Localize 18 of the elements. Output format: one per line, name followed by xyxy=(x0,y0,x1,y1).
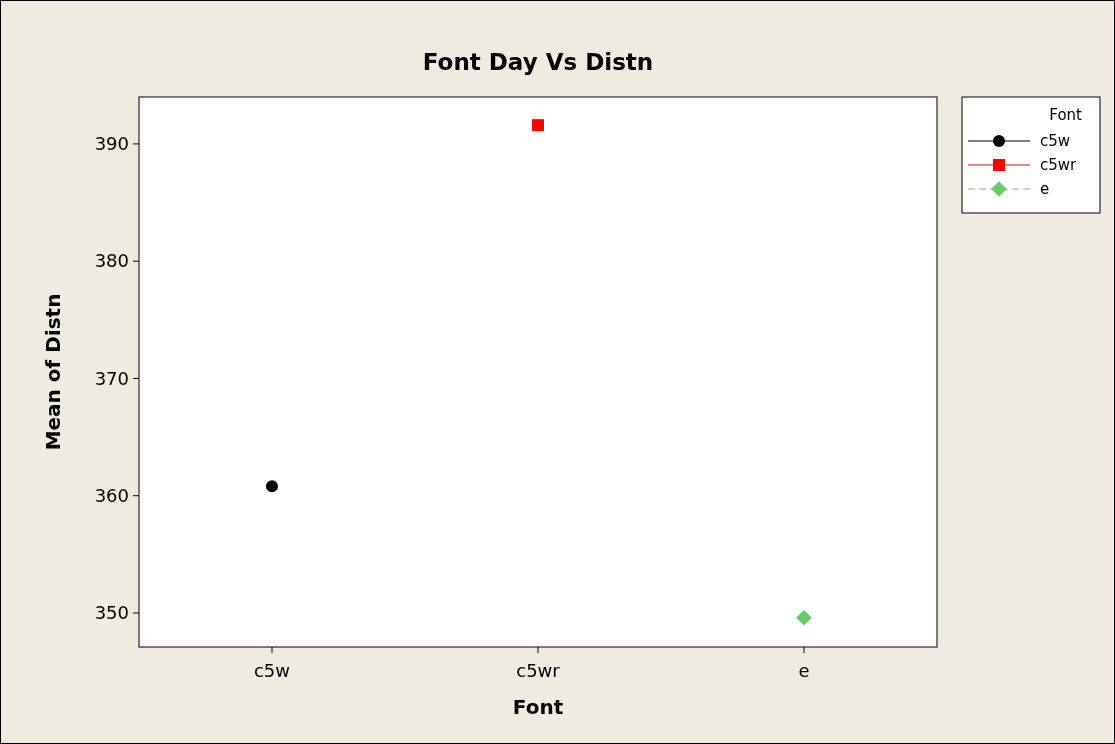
y-tick-label: 370 xyxy=(94,367,129,389)
point xyxy=(796,609,812,626)
y-tick-label: 350 xyxy=(94,602,129,624)
legend-label: c5wr xyxy=(1040,156,1078,175)
x-tick-label: e xyxy=(798,660,810,681)
point xyxy=(266,480,278,493)
x-tick-label: c5w xyxy=(253,660,291,681)
x-tick-label: c5wr xyxy=(516,660,561,681)
legend-title: Font xyxy=(1049,106,1083,124)
x-axis-title: Font xyxy=(512,695,564,719)
y-axis-title: Mean of Distn xyxy=(41,293,65,451)
legend-label: c5w xyxy=(1040,132,1071,151)
point xyxy=(532,119,544,132)
y-tick-label: 380 xyxy=(94,250,129,272)
chart-title: Font Day Vs Distn xyxy=(422,49,654,75)
legend-label: e xyxy=(1040,180,1050,199)
y-tick-label: 360 xyxy=(94,485,129,507)
y-tick-label: 390 xyxy=(94,133,129,155)
